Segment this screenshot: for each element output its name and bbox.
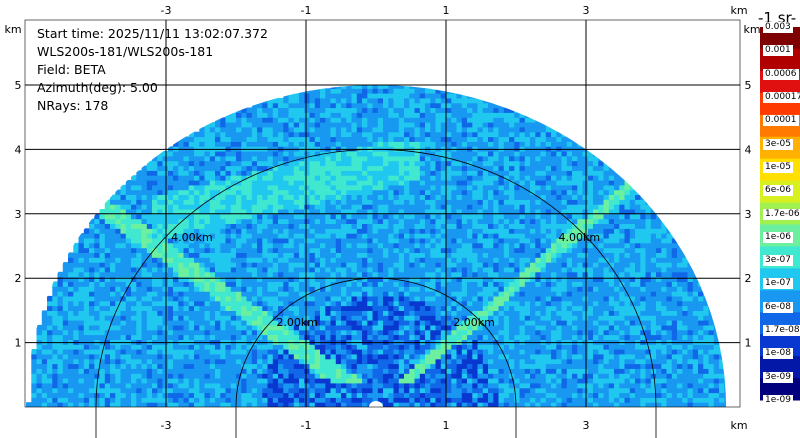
x-unit-label-bottom: km: [730, 419, 747, 432]
colorbar-tick-label: 1e-06: [763, 231, 793, 243]
start-time: Start time: 2025/11/11 13:02:07.372: [37, 26, 268, 41]
y-tick-label-left: 3: [15, 208, 22, 221]
range-ring-label: 2.00km: [276, 316, 318, 329]
y-tick-label-right: 2: [745, 272, 752, 285]
y-tick-label-left: 5: [15, 79, 22, 92]
range-ring-extension: [235, 407, 517, 438]
y-tick-label-right: 1: [745, 337, 752, 350]
y-tick-label-right: 4: [745, 143, 752, 156]
azimuth: Azimuth(deg): 5.00: [37, 80, 158, 95]
x-tick-label-bottom: 3: [583, 419, 590, 432]
data-layer: [26, 85, 726, 413]
colorbar-tick-label: 0.003: [763, 22, 793, 33]
colorbar-tick-label: 1e-05: [763, 161, 793, 173]
x-tick-label-top: 1: [443, 4, 450, 17]
range-ring: [95, 149, 657, 408]
colorbar-tick-label: 6e-06: [763, 185, 793, 197]
colorbar-tick-label: 0.0006: [763, 68, 799, 80]
range-ring-label: 2.00km: [453, 316, 495, 329]
colorbar-tick-label: 6e-08: [763, 301, 793, 313]
x-tick-label-top: -3: [161, 4, 172, 17]
colorbar-tick-label: 1e-07: [763, 278, 793, 290]
colorbar-tick-label: 3e-07: [763, 255, 793, 267]
colorbar-tick-label: 0.00017: [763, 91, 800, 103]
y-unit-label-right: km: [743, 23, 760, 36]
x-tick-label-bottom: 1: [443, 419, 450, 432]
colorbar-tick-label: 0.0001: [763, 115, 799, 127]
colorbar-tick-label: 3e-09: [763, 371, 793, 383]
plot-frame: [24, 19, 741, 408]
instrument-name: WLS200s-181/WLS200s-181: [37, 44, 214, 59]
y-tick-label-left: 1: [15, 337, 22, 350]
colorbar-tick-label: 1e-09: [763, 395, 793, 406]
range-rings: 2.00km 2.00km 4.00km 4.00km: [95, 149, 657, 438]
y-tick-label-right: 3: [745, 208, 752, 221]
colorbar-tick-label: 1e-08: [763, 348, 793, 360]
x-tick-label-top: -1: [301, 4, 312, 17]
y-unit-label-left: km: [4, 23, 21, 36]
range-ring: [235, 277, 517, 408]
info-box: Start time: 2025/11/11 13:02:07.372 WLS2…: [37, 25, 268, 115]
grid-layer: [24, 19, 741, 408]
x-unit-label-top: km: [730, 4, 747, 17]
tick-layer: -3 -3 -1 -1 1 1 3 3 1 1 2 2 3 3 4 4 5 5 km km km km: [4, 4, 760, 432]
y-tick-label-left: 2: [15, 272, 22, 285]
x-tick-label-bottom: -1: [301, 419, 312, 432]
colorbar-swatch: [760, 378, 800, 401]
field-name: Field: BETA: [37, 62, 106, 77]
x-tick-label-top: 3: [583, 4, 590, 17]
colorbar-tick-label: 0.001: [763, 45, 793, 57]
range-ring-extension: [95, 407, 657, 438]
y-tick-label-right: 5: [745, 79, 752, 92]
range-ring-label: 4.00km: [559, 231, 601, 244]
x-tick-label-bottom: -3: [161, 419, 172, 432]
colorbar-tick-label: 3e-05: [763, 138, 793, 150]
y-tick-label-left: 4: [15, 143, 22, 156]
range-ring-label: 4.00km: [171, 231, 213, 244]
ray-count: NRays: 178: [37, 98, 109, 113]
colorbar-tick-label: 1.7e-06: [763, 208, 800, 220]
colorbar-tick-label: 1.7e-08: [763, 325, 800, 337]
